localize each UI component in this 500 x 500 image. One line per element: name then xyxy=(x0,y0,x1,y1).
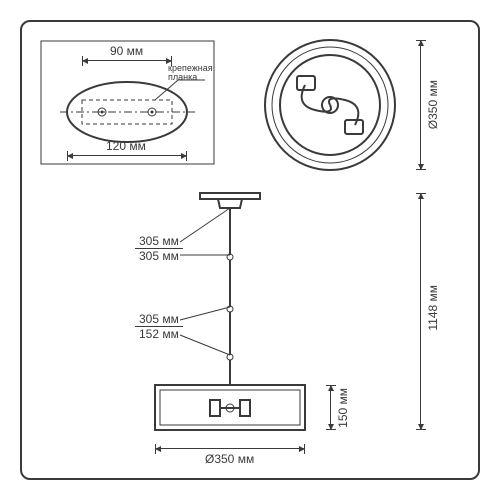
dim-body-height xyxy=(330,385,331,430)
rod-seg2: 305 мм xyxy=(135,249,183,263)
top-diameter-label: Ø350 мм xyxy=(426,80,440,129)
top-view xyxy=(255,30,405,180)
dim-base-width xyxy=(67,155,187,156)
rod-seg3: 305 мм xyxy=(135,312,183,327)
base-width-label: 120 мм xyxy=(106,139,146,153)
bracket-width-label: 90 мм xyxy=(110,44,143,58)
body-height-label: 150 мм xyxy=(336,388,350,428)
body-width-label: Ø350 мм xyxy=(205,452,254,466)
dim-body-width xyxy=(155,448,305,449)
rod-seg4: 152 мм xyxy=(135,327,183,341)
bracket-note: крепежнаяпланка xyxy=(168,64,213,83)
total-height-label: 1148 мм xyxy=(426,285,440,331)
dim-top-diameter xyxy=(420,40,421,170)
dim-total-height xyxy=(420,193,421,430)
dim-bracket-width xyxy=(82,60,172,61)
rod-seg1: 305 мм xyxy=(135,234,183,249)
